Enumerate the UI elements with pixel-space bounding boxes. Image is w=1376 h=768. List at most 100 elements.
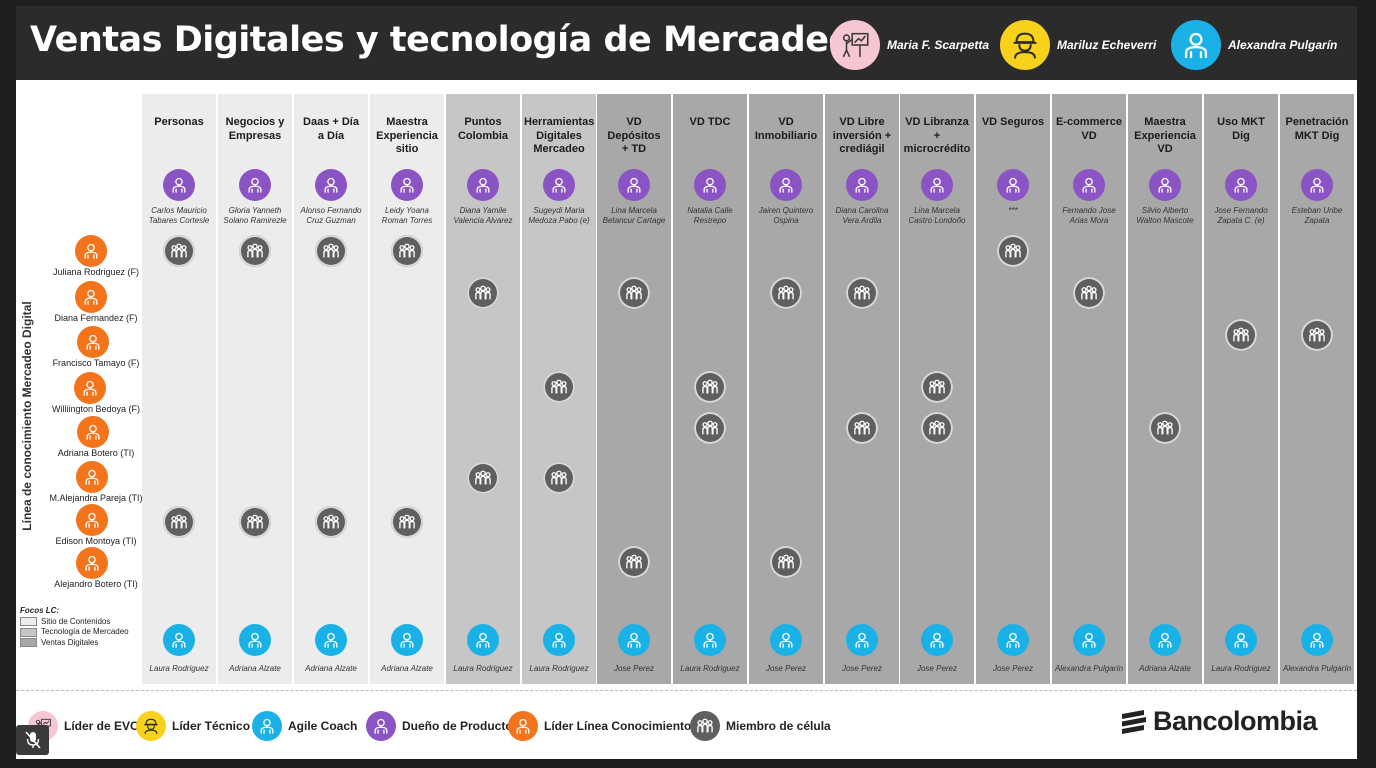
column-title: Negocios y Empresas (220, 116, 290, 143)
product-owner-name-line: Zapata (1304, 216, 1330, 225)
product-owner-name-line: Vera Ardila (842, 216, 882, 225)
cell-column: Personas Carlos Mauricio Tabares Cortesle L… (142, 94, 216, 684)
column-title: E-commerce VD (1054, 116, 1124, 143)
leader-avatar (1000, 20, 1050, 70)
product-owner-name-line: Walton Mascote (1136, 216, 1194, 225)
product-owner-name: Natalia Calle Restrepo (669, 206, 751, 226)
person-icon (374, 718, 388, 734)
cell-member-avatar (315, 235, 347, 267)
person-icon (779, 632, 793, 648)
cell-column: VD Libranza + microcrédito Lina Marcela Cast… (900, 94, 974, 684)
page-title: Ventas Digitales y tecnología de Mercade… (30, 20, 852, 60)
column-title-line: Digitales (536, 129, 582, 142)
cell-member-avatar (618, 546, 650, 578)
column-title-line: + TD (621, 143, 647, 155)
column-title: Puntos Colombia (448, 116, 518, 143)
agile-coach-avatar (1073, 624, 1105, 656)
group-icon (247, 514, 263, 529)
cell-member-avatar (1073, 277, 1105, 309)
product-owner-name: *** (972, 206, 1054, 216)
agile-coach-avatar (315, 624, 347, 656)
mute-toggle-button[interactable] (16, 725, 49, 755)
cell-column: Maestra Experiencia sitio Leidy Yoana Roman … (370, 94, 444, 684)
person-icon (172, 177, 186, 193)
knowledge-line-label: Línea de conocimiento Mercadeo Digital (20, 301, 34, 531)
knowledge-lead-avatar (74, 372, 106, 404)
cell-column: VD Libre inversión + crediágil Diana Caroli… (825, 94, 899, 684)
agile-coach-avatar (391, 624, 423, 656)
person-icon (400, 177, 414, 193)
agile-coach-avatar (1225, 624, 1257, 656)
group-icon (702, 420, 718, 435)
column-title-line: VD (626, 116, 642, 128)
focus-legend-item: Sitio de Contenidos (20, 617, 129, 628)
focus-legend-item: Ventas Digitales (20, 638, 129, 649)
cell-member-avatar (467, 462, 499, 494)
cell-member-avatar (770, 546, 802, 578)
product-owner-avatar (1301, 169, 1333, 201)
cell-member-avatar (921, 371, 953, 403)
column-title-line: VD TDC (689, 116, 731, 128)
person-icon (552, 177, 566, 193)
column-title-line: Penetración (1285, 116, 1349, 128)
product-owner-name: Sugeydi Maria Medoza Pabo (e) (518, 206, 600, 226)
agile-coach-name: Adriana Alzate (1139, 664, 1191, 673)
column-title-line: VD (1081, 129, 1097, 142)
legend-label: Líder Técnico (172, 719, 251, 733)
cell-member-avatar (315, 506, 347, 538)
column-title-line: inversión + (832, 129, 892, 142)
column-title-line: sitio (395, 143, 419, 155)
person-icon (703, 177, 717, 193)
agile-coach-avatar (163, 624, 195, 656)
person-icon (627, 632, 641, 648)
column-title-line: VD Libranza (905, 116, 969, 128)
person-icon (1310, 177, 1324, 193)
column-title: VD Libre inversión + crediágil (827, 116, 897, 157)
leader-name: Alexandra Pulgarín (1228, 38, 1338, 52)
agile-coach-avatar (997, 624, 1029, 656)
knowledge-lead-name: Diana Fernandez (F) (54, 313, 138, 323)
agile-coach-name: Laura Rodriguez (1211, 664, 1271, 673)
column-title-line: Depósitos (607, 129, 661, 142)
agile-coach-name: Laura Rodriguez (680, 664, 740, 673)
agile-coach-avatar (618, 624, 650, 656)
column-title-line: Colombia (457, 129, 509, 142)
person-icon (324, 177, 338, 193)
product-owner-name-line: Jose Fernando (1214, 206, 1268, 215)
person-icon (260, 718, 274, 734)
leader-name: Mariluz Echeverri (1057, 38, 1157, 52)
cell-member-avatar (694, 412, 726, 444)
product-owner-name-line: Zapata C. (e) (1217, 216, 1265, 225)
knowledge-lead-name: Alejandro Botero (TI) (54, 579, 138, 589)
group-icon (1309, 327, 1325, 342)
focus-legend: Focos LC: Sitio de Contenidos Tecnología … (20, 606, 129, 648)
agile-coach-name: Laura Rodriguez (453, 664, 513, 673)
cell-column: Puntos Colombia Diana Yamile Valencia Alvar… (446, 94, 520, 684)
knowledge-lead-name: Edison Montoya (TI) (55, 536, 137, 546)
cell-member-avatar (921, 412, 953, 444)
product-owner-name-line: Leidy Yoana (385, 206, 429, 215)
product-owner-avatar (163, 169, 195, 201)
person-icon (476, 177, 490, 193)
agile-coach-avatar (543, 624, 575, 656)
product-owner-name-line: Castro Londoño (908, 216, 966, 225)
person-icon (85, 555, 99, 571)
person-icon (1158, 632, 1172, 648)
person-icon (86, 334, 100, 350)
legend-label: Dueño de Producto (402, 719, 513, 733)
person-icon (248, 632, 262, 648)
group-icon (1157, 420, 1173, 435)
column-title-line: Uso MKT (1217, 116, 1265, 128)
column-title-line: Personas (154, 116, 204, 128)
cell-member-avatar (997, 235, 1029, 267)
legend-item: Agile Coach (252, 710, 357, 742)
column-title-line: a Día (317, 129, 345, 142)
agile-coach-avatar (921, 624, 953, 656)
cell-column: Negocios y Empresas Gloria Yanneth Solano R… (218, 94, 292, 684)
person-icon (1082, 177, 1096, 193)
cell-member-avatar (1225, 319, 1257, 351)
group-icon (929, 420, 945, 435)
product-owner-avatar (921, 169, 953, 201)
product-owner-avatar (543, 169, 575, 201)
slide: Ventas Digitales y tecnología de Mercade… (16, 6, 1357, 759)
